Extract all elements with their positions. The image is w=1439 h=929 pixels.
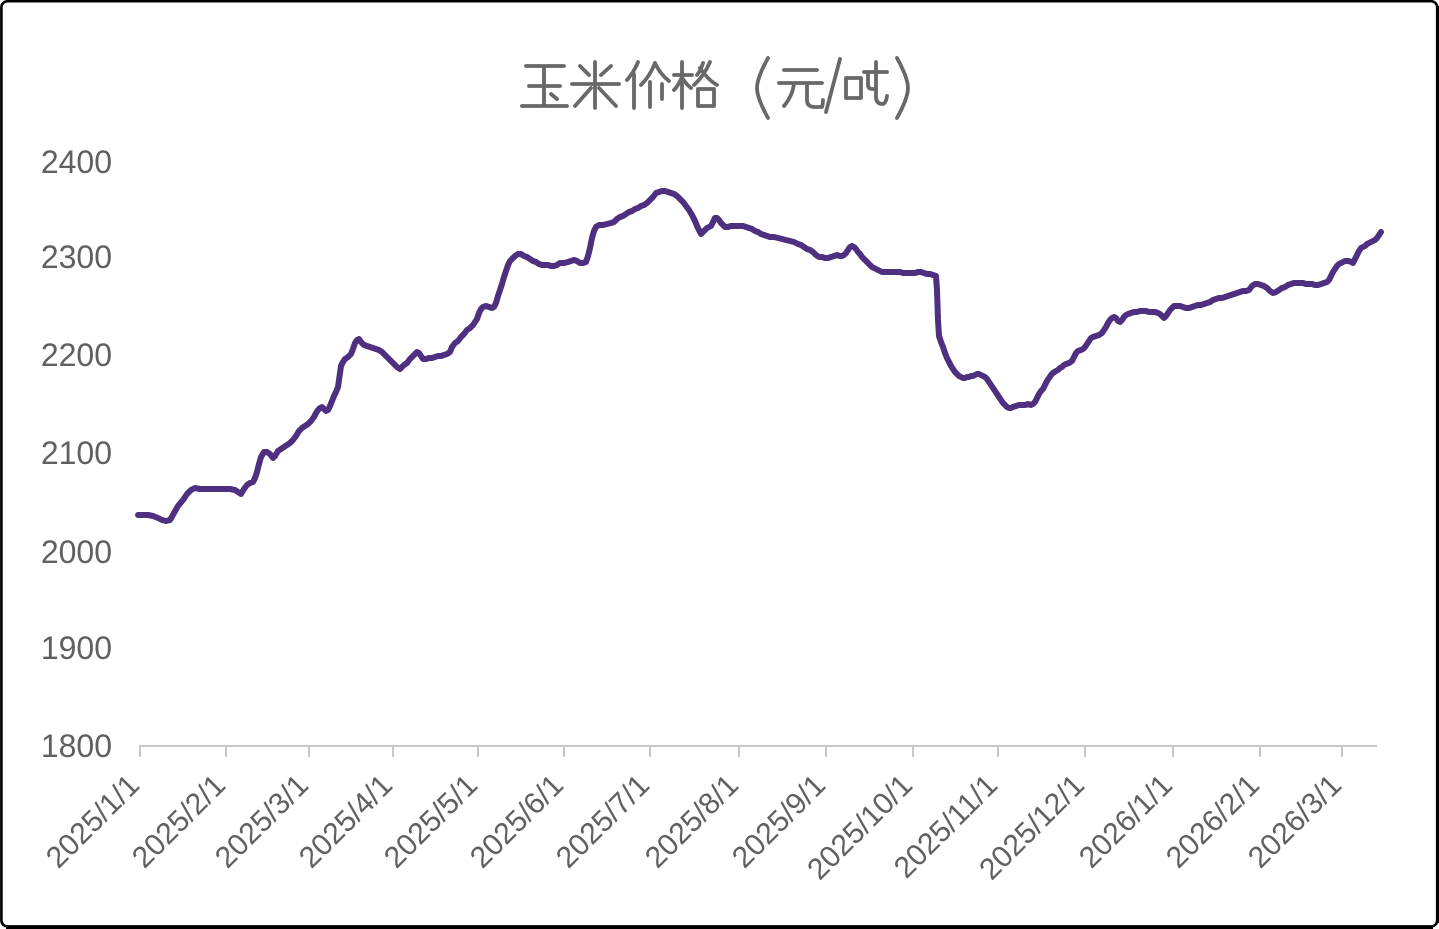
svg-text:1800: 1800	[41, 728, 112, 764]
svg-text:2200: 2200	[41, 337, 112, 373]
svg-text:2400: 2400	[41, 144, 112, 180]
svg-text:2100: 2100	[41, 435, 112, 471]
svg-text:2000: 2000	[41, 534, 112, 570]
svg-text:2300: 2300	[41, 239, 112, 275]
svg-text:1900: 1900	[41, 630, 112, 666]
